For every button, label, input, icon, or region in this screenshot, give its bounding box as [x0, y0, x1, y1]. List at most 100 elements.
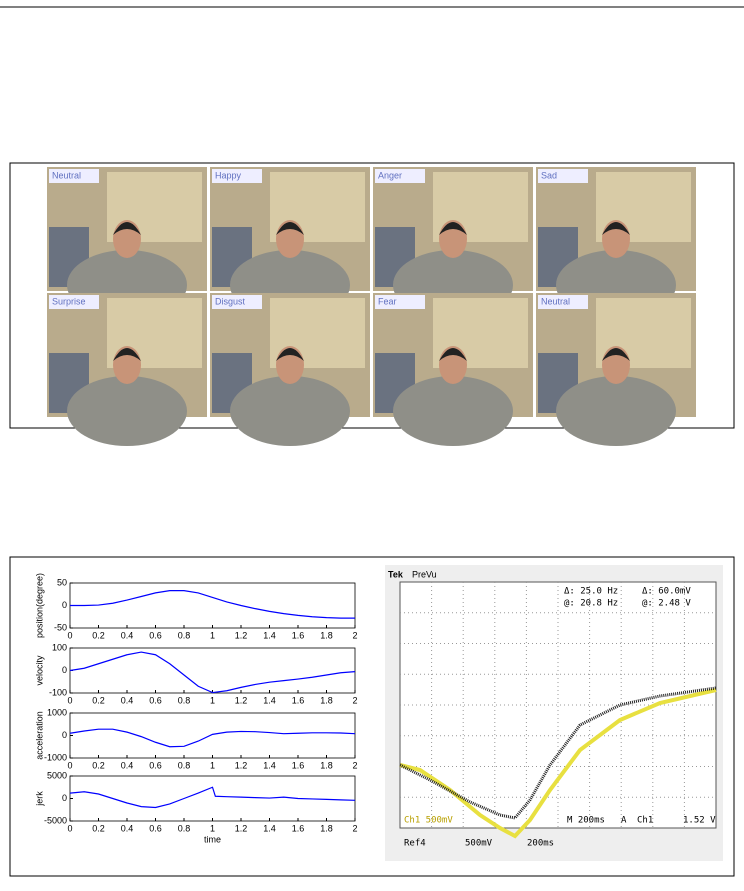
plot-area — [69, 647, 356, 694]
photo-label-bg — [212, 295, 262, 309]
photo-hair — [439, 222, 467, 235]
y-tick-label: -50 — [54, 622, 67, 632]
photo-hair — [113, 222, 141, 235]
photo-label-bg — [49, 169, 99, 183]
x-tick-label: 2 — [352, 760, 357, 770]
x-tick-label: 1.4 — [263, 630, 276, 640]
x-tick-label: 1.6 — [292, 760, 305, 770]
y-axis-label: velocity — [34, 655, 44, 686]
cursor-readout: @: 20.8 Hz — [564, 599, 618, 609]
x-tick-label: 1.4 — [263, 823, 276, 833]
x-tick-label: 1.2 — [235, 760, 248, 770]
y-tick-label: 50 — [57, 577, 67, 587]
x-tick-label: 1.2 — [235, 823, 248, 833]
x-axis-label: time — [204, 834, 221, 844]
line — [69, 786, 356, 809]
x-tick-label: 0.4 — [121, 630, 134, 640]
photo-label: Neutral — [541, 296, 570, 306]
photo-label: Neutral — [52, 170, 81, 180]
ref-volts: 500mV — [465, 839, 493, 849]
x-tick-label: 0.6 — [149, 695, 162, 705]
x-tick-label: 0.6 — [149, 630, 162, 640]
x-tick-label: 2 — [352, 630, 357, 640]
x-tick-label: 1.6 — [292, 695, 305, 705]
scope-brand: Tek — [388, 569, 404, 579]
x-tick-label: 1 — [210, 760, 215, 770]
photo-label: Anger — [378, 170, 402, 180]
x-tick-label: 0.8 — [178, 823, 191, 833]
x-tick-label: 1 — [210, 695, 215, 705]
x-tick-label: 1.8 — [320, 760, 333, 770]
x-tick-label: 1.6 — [292, 630, 305, 640]
plot-area — [69, 582, 356, 629]
y-tick-label: 5000 — [47, 770, 67, 780]
x-tick-label: 1.2 — [235, 695, 248, 705]
ref-label: Ref4 — [404, 839, 426, 849]
photo-label-bg — [212, 169, 262, 183]
x-tick-label: 1.6 — [292, 823, 305, 833]
photo-label: Sad — [541, 170, 557, 180]
x-tick-label: 0 — [67, 630, 72, 640]
line — [70, 590, 355, 619]
trace-ref — [399, 688, 717, 839]
x-tick-label: 0.6 — [149, 760, 162, 770]
timebase: M 200ms — [567, 816, 605, 826]
y-tick-label: 0 — [62, 665, 67, 675]
x-tick-label: 0.2 — [92, 823, 105, 833]
x-tick-label: 1 — [210, 630, 215, 640]
scope: Tek PreVu Δ: 25.0 Hz @: 20.8 Hz Δ: 60.0m… — [385, 565, 723, 861]
photo-label: Surprise — [52, 296, 86, 306]
x-tick-label: 0 — [67, 695, 72, 705]
trigger-channel: Ch1 — [637, 816, 653, 826]
x-tick-label: 1.8 — [320, 823, 333, 833]
trace-ch1 — [399, 686, 717, 820]
x-tick-label: 1.2 — [235, 630, 248, 640]
figure-frame — [9, 162, 735, 429]
y-tick-label: 1000 — [47, 707, 67, 717]
x-tick-label: 2 — [352, 695, 357, 705]
y-tick-label: -5000 — [44, 815, 67, 825]
photo-hair — [276, 222, 304, 235]
x-tick-label: 0.8 — [178, 760, 191, 770]
channel-label: Ch1 500mV — [404, 816, 453, 826]
y-tick-label: 0 — [62, 730, 67, 740]
x-tick-label: 1.4 — [263, 695, 276, 705]
y-axis-label: jerk — [34, 791, 44, 807]
photo-body — [393, 376, 513, 446]
trigger: A — [621, 816, 627, 826]
ref-time: 200ms — [527, 839, 554, 849]
photo-label-bg — [375, 295, 425, 309]
photo-label-bg — [538, 295, 588, 309]
photo-hair — [439, 348, 467, 361]
x-tick-label: 0.4 — [121, 695, 134, 705]
photo-label: Disgust — [215, 296, 246, 306]
x-tick-label: 1.8 — [320, 695, 333, 705]
y-axis-label: position(degree) — [34, 573, 44, 638]
y-tick-label: 0 — [62, 600, 67, 610]
photo-label-bg — [538, 169, 588, 183]
photo-label: Happy — [215, 170, 242, 180]
cursor-readout: @: 2.48 V — [642, 599, 691, 609]
cursor-readout: Δ: 25.0 Hz — [564, 587, 618, 597]
y-tick-label: 0 — [62, 793, 67, 803]
x-tick-label: 0.8 — [178, 695, 191, 705]
line — [69, 728, 356, 748]
x-tick-label: 1.4 — [263, 760, 276, 770]
plot-area — [69, 712, 356, 759]
x-tick-label: 0 — [67, 823, 72, 833]
cursor-readout: Δ: 60.0mV — [642, 587, 691, 597]
x-tick-label: 2 — [352, 823, 357, 833]
y-tick-label: -100 — [49, 687, 67, 697]
scope-mode: PreVu — [412, 569, 437, 579]
photo-hair — [276, 348, 304, 361]
photo-label-bg — [49, 295, 99, 309]
x-tick-label: 0.2 — [92, 760, 105, 770]
photo-label-bg — [375, 169, 425, 183]
figure-frame — [9, 556, 735, 877]
x-tick-label: 1 — [210, 823, 215, 833]
x-tick-label: 0.4 — [121, 823, 134, 833]
line — [69, 651, 356, 694]
photo-body — [67, 376, 187, 446]
